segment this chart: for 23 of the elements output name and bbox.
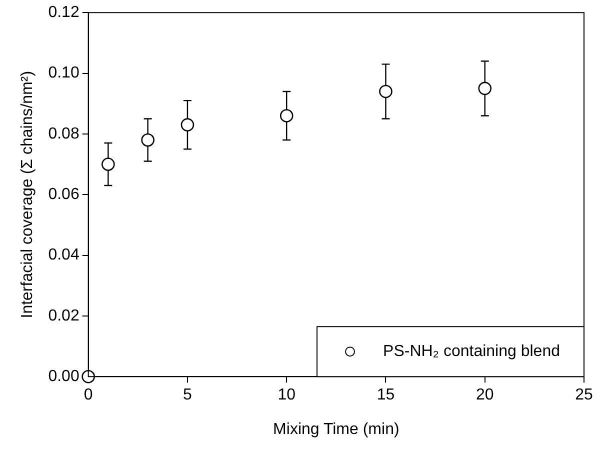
y-tick-label: 0.02 bbox=[48, 307, 80, 324]
x-tick-label: 10 bbox=[278, 386, 296, 404]
y-tick-label: 0.04 bbox=[48, 246, 80, 264]
point bbox=[180, 118, 194, 132]
x-tick-label: 15 bbox=[376, 386, 395, 404]
y-axis-title: Interfacial coverage (Σ chains/nm²) bbox=[19, 70, 36, 318]
point bbox=[280, 109, 294, 122]
y-tick-label: 0.06 bbox=[48, 186, 80, 204]
x-tick-label: 0 bbox=[84, 386, 93, 404]
x-tick-label: 20 bbox=[476, 386, 494, 404]
point bbox=[379, 84, 392, 98]
x-tick-label: 5 bbox=[183, 386, 192, 404]
point bbox=[82, 370, 95, 384]
y-tick-label: 0.12 bbox=[48, 4, 80, 22]
x-tick-label: 25 bbox=[575, 386, 593, 404]
point bbox=[141, 133, 154, 147]
point bbox=[102, 158, 115, 171]
y-tick-label: 0.10 bbox=[48, 64, 80, 82]
legend-label: PS-NH₂ containing blend bbox=[383, 343, 560, 360]
x-axis-title: Mixing Time (min) bbox=[273, 420, 400, 438]
y-tick-label: 0.00 bbox=[48, 368, 80, 386]
point bbox=[478, 82, 492, 96]
y-tick-label: 0.08 bbox=[48, 125, 80, 142]
